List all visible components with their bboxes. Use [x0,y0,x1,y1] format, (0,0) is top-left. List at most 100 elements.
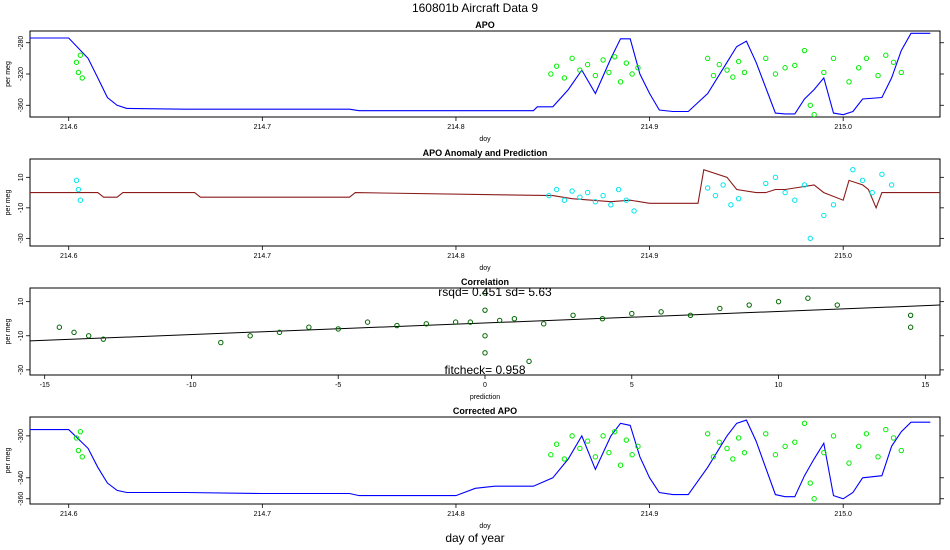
data-point [846,460,852,466]
x-axis-label: doy [479,523,491,530]
data-point [772,174,779,181]
data-point [782,443,788,450]
data-point [617,462,624,468]
data-point [720,182,726,188]
figure-title: 160801b Aircraft Data 9 [412,1,538,15]
plot-area [30,166,940,242]
x-tick-label: 214.9 [641,253,659,260]
fit-line [30,304,940,342]
data-point [741,449,748,456]
panel-1: APO 214.6 214.7 214.8 214.9 215.0 -280 -320 -360… [5,20,944,143]
data-point [875,72,881,79]
x-tick-label: 214.8 [447,253,465,260]
data-point [608,202,614,208]
y-tick-label: -30 [18,233,25,243]
y-tick-label: -10 [18,331,25,341]
x-tick-label: 214.6 [60,253,78,260]
data-point [511,316,518,322]
data-point [71,329,77,336]
data-point [704,185,711,191]
y-tick-label: -360 [18,492,25,506]
data-point [863,431,870,437]
data-point [807,235,813,242]
figure-bottom-label: day of year [445,531,504,545]
data-point [821,69,827,76]
data-point [907,312,914,318]
data-point [890,435,897,441]
data-point [846,79,852,85]
data-point [716,439,722,445]
data-point [584,61,591,68]
data-point [712,192,719,199]
data-point [724,445,730,452]
data-point [635,65,641,71]
y-tick-label: -280 [18,36,25,50]
data-point [883,52,889,58]
data-point [792,62,798,69]
panel-title: Corrected APO [453,406,517,416]
data-point [869,189,875,196]
panel-3: Correlation -15 -10 -5 0 5 10 15 10 -10 -30 predict… [5,277,944,401]
y-axis-label: per meg [5,61,12,87]
panel-2: APO Anomaly and Prediction 214.6 214.7 214.… [5,148,944,272]
data-point [890,59,897,65]
plot-frame [29,158,941,247]
y-tick-label: 10 [18,173,25,181]
data-point [883,426,889,433]
panel-title: APO Anomaly and Prediction [423,148,548,158]
data-point [855,443,862,450]
data-point [553,186,560,193]
data-point [569,433,575,439]
data-point [730,456,736,462]
x-tick-label: 214.6 [60,511,78,518]
data-point [218,339,224,346]
x-tick-label: 214.6 [60,124,78,131]
data-point [898,69,904,76]
data-point [600,57,606,63]
data-point [496,317,503,324]
data-point [577,445,583,452]
x-tick-label: 10 [775,382,783,389]
panels: APO 214.6 214.7 214.8 214.9 215.0 -280 -320 -360… [5,20,944,530]
data-point [898,447,904,454]
data-point [546,192,552,199]
data-point [467,319,474,325]
data-point [584,189,591,196]
plot-area [30,32,931,117]
data-point [482,307,488,313]
data-point [830,55,837,62]
data-point [888,182,895,188]
x-tick-label: 214.7 [254,124,272,131]
data-point [75,69,82,76]
x-tick-label: 214.7 [254,511,272,518]
data-point [704,431,711,437]
data-point [77,197,84,203]
data-point [561,456,568,462]
data-point [631,208,637,214]
y-tick-label: -30 [18,365,25,375]
x-tick-label: 215.0 [834,124,852,131]
data-point [577,67,583,73]
data-point [600,192,606,199]
data-point [77,428,84,435]
plot-frame [29,416,941,505]
data-point [623,60,630,66]
data-point [86,333,92,339]
data-point [863,55,870,62]
data-point [735,435,742,441]
data-point [553,63,560,69]
data-point [805,295,811,301]
data-point [592,199,599,205]
data-point [807,102,813,108]
data-point [364,319,371,325]
data-point [599,316,606,322]
y-tick-label: -10 [18,203,25,213]
data-point [606,449,612,456]
x-tick-label: 214.8 [447,511,465,518]
data-point [710,454,717,460]
x-tick-label: 215.0 [834,253,852,260]
data-point [623,197,630,203]
data-point [79,454,85,460]
x-tick-label: 0 [483,382,487,389]
